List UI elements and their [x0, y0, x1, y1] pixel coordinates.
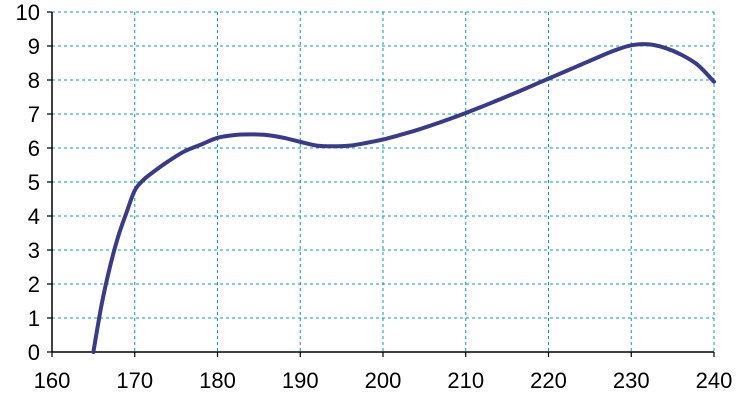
y-tick-label: 8: [28, 68, 40, 93]
x-tick-label: 220: [530, 368, 567, 393]
y-tick-label: 1: [28, 306, 40, 331]
x-tick-label: 210: [447, 368, 484, 393]
series-line-0: [91, 42, 716, 354]
y-tick-label: 6: [28, 136, 40, 161]
y-tick-label: 5: [28, 170, 40, 195]
series-layer: [91, 42, 716, 354]
y-tick-label: 2: [28, 272, 40, 297]
y-tick-label: 0: [28, 340, 40, 365]
y-tick-label: 4: [28, 204, 40, 229]
grid: [52, 11, 715, 352]
x-tick-label: 180: [199, 368, 236, 393]
y-tick-label: 3: [28, 238, 40, 263]
y-tick-label: 7: [28, 102, 40, 127]
x-tick-label: 240: [696, 368, 733, 393]
tick-labels: 160 170 180 190 200 210 220 230 240 0 1 2 3 4 5 6 7 8 9 10: [16, 0, 733, 393]
y-tick-label: 9: [28, 34, 40, 59]
y-tick-label: 10: [16, 0, 40, 25]
x-tick-label: 190: [282, 368, 319, 393]
x-tick-label: 230: [613, 368, 650, 393]
x-tick-label: 170: [116, 368, 153, 393]
x-tick-label: 160: [34, 368, 71, 393]
axes: [47, 11, 715, 357]
x-tick-label: 200: [365, 368, 402, 393]
